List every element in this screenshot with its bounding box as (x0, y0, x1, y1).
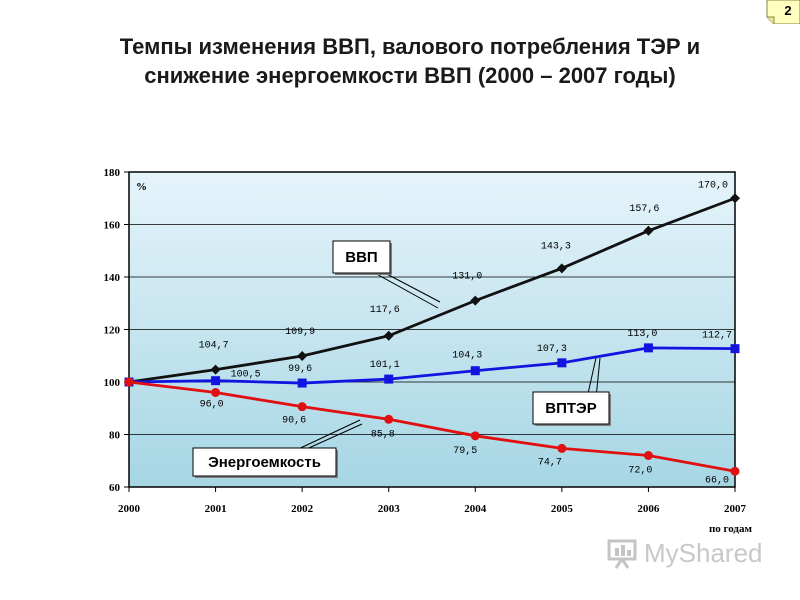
y-tick-label: 120 (104, 325, 121, 337)
callout-energy-intensity (192, 447, 337, 477)
series-name: ВВП (345, 249, 377, 266)
watermark: MyShared (606, 536, 763, 570)
gdp-point (730, 193, 740, 204)
energy-use-point (730, 344, 740, 354)
x-tick-label: 2003 (378, 503, 401, 515)
data-label: 107,3 (537, 344, 567, 355)
data-label: 85,8 (371, 429, 395, 440)
watermark-text: MyShared (644, 537, 763, 568)
energy-intensity-point (297, 402, 307, 412)
energy-intensity-point (211, 388, 221, 397)
x-tick-label: 2005 (551, 503, 574, 515)
energy-intensity-point (643, 451, 653, 460)
title-line-1: Темпы изменения ВВП, валового потреблени… (119, 34, 701, 59)
data-label: 131,0 (452, 272, 482, 283)
energy-intensity-point (470, 431, 480, 441)
data-label: 100,5 (231, 370, 261, 381)
x-tick-label: 2006 (637, 503, 660, 515)
data-label: 170,0 (698, 180, 728, 191)
energy-use-point (297, 378, 307, 388)
data-label: 157,6 (629, 204, 659, 215)
energy-intensity-point (124, 377, 134, 387)
data-label: 101,1 (370, 360, 400, 371)
gdp-point (470, 295, 481, 306)
data-label: 109,9 (285, 327, 315, 338)
data-label: 72,0 (628, 466, 652, 477)
slide-number-badge: 2 (766, 0, 800, 24)
gdp-point (297, 351, 308, 362)
data-label: 90,6 (282, 416, 306, 427)
data-label: 104,7 (199, 341, 229, 352)
data-label: 104,3 (452, 351, 482, 362)
data-label: 74,7 (538, 457, 562, 468)
series-name: Энергоемкость (208, 454, 321, 471)
data-label: 143,3 (541, 241, 571, 252)
energy-intensity-point (384, 414, 394, 424)
callout-pointer (382, 271, 441, 303)
callout-pointer (595, 357, 601, 399)
data-label: 117,6 (370, 305, 400, 316)
callout-pointer (291, 419, 361, 453)
gdp-point (556, 263, 567, 274)
x-tick-label: 2000 (118, 503, 141, 515)
data-label: 112,7 (702, 331, 732, 342)
y-tick-label: 140 (104, 272, 121, 284)
y-axis-label: % (136, 181, 147, 193)
y-tick-label: 180 (104, 167, 121, 179)
data-label: 96,0 (200, 400, 224, 411)
gdp-point (210, 364, 221, 375)
x-tick-label: 2002 (291, 503, 314, 515)
y-tick-label: 160 (104, 220, 121, 232)
callout-pointer (586, 357, 597, 399)
data-label: 113,0 (627, 329, 657, 340)
data-label: 99,6 (288, 364, 312, 375)
page-title: Темпы изменения ВВП, валового потреблени… (60, 32, 760, 90)
data-label: 66,0 (705, 475, 729, 486)
series-line-2 (128, 346, 736, 385)
energy-use-point (211, 376, 221, 386)
title-line-2: снижение энергоемкости ВВП (2000 – 2007 … (144, 63, 676, 88)
callout-energy-use (532, 391, 610, 425)
series-line-1 (128, 196, 736, 384)
energy-use-point (643, 343, 653, 353)
presentation-board-icon (607, 539, 637, 569)
y-tick-label: 80 (109, 430, 121, 442)
slide-number: 2 (784, 3, 791, 18)
series-line-3 (128, 380, 736, 473)
energy-intensity-point (557, 443, 567, 453)
callout-pointer (372, 271, 439, 309)
callout-pointer (299, 423, 363, 453)
x-tick-label: 2007 (724, 503, 747, 515)
x-tick-label: 2004 (464, 503, 487, 515)
series-name: ВПТЭР (545, 400, 596, 417)
callout-gdp (332, 240, 391, 274)
energy-use-point (384, 374, 394, 384)
y-tick-label: 60 (109, 482, 121, 494)
gdp-point (383, 330, 394, 341)
energy-use-point (557, 358, 567, 368)
gdp-point (643, 225, 654, 236)
x-axis-label: по годам (709, 523, 753, 535)
energy-use-point (470, 366, 480, 376)
energy-intensity-point (730, 466, 740, 476)
x-tick-label: 2001 (205, 503, 227, 515)
data-label: 79,5 (453, 446, 477, 457)
y-tick-label: 100 (104, 377, 121, 389)
